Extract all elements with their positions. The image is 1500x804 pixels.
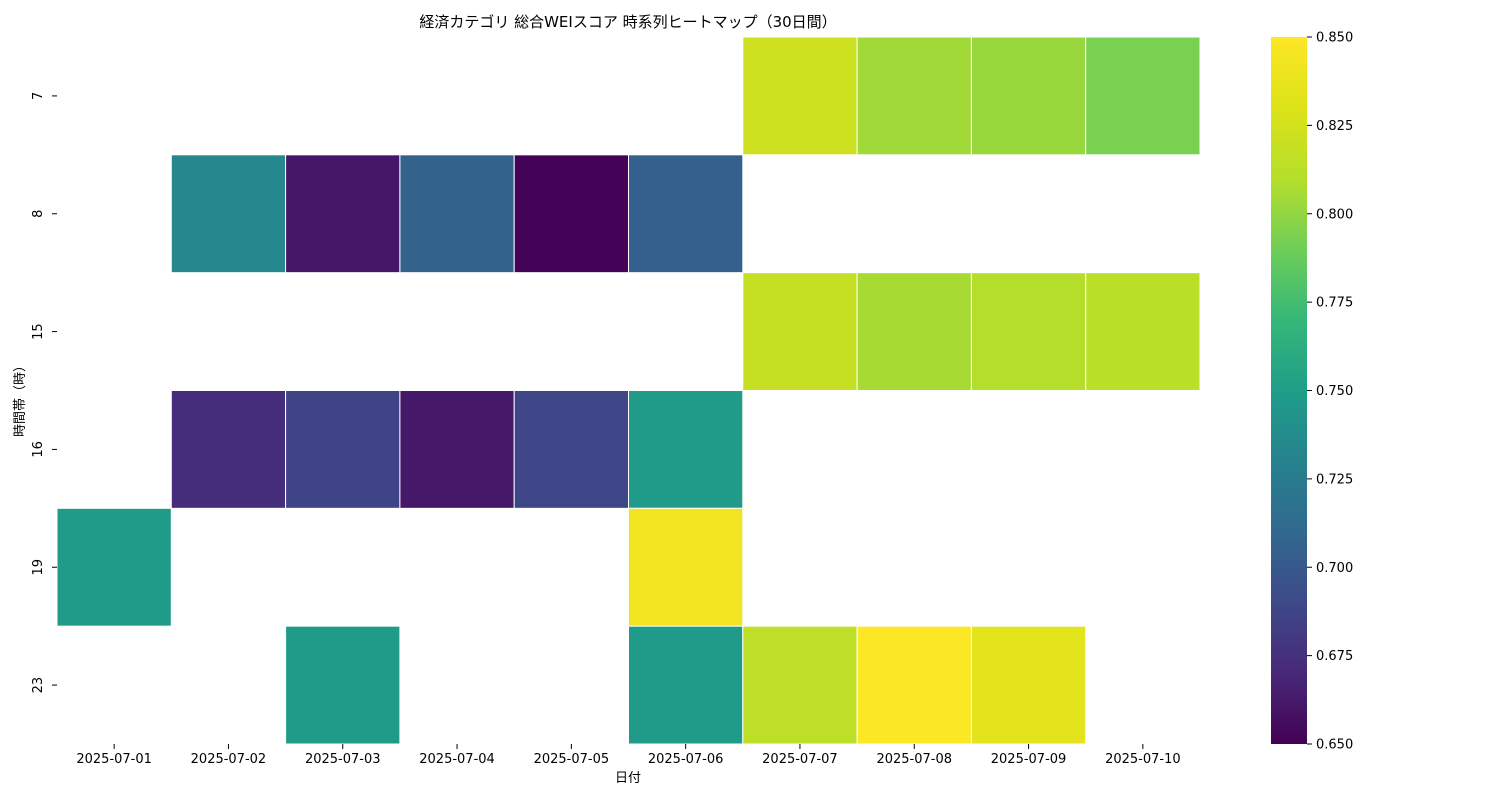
colorbar-tick-label: 0.650 <box>1316 738 1353 753</box>
heatmap-cell <box>856 36 972 156</box>
heatmap-cell <box>399 154 515 274</box>
y-tick-label: 15 <box>31 323 46 340</box>
heatmap-cell <box>285 625 401 745</box>
heatmap-cell <box>285 390 401 509</box>
x-tick-label: 2025-07-02 <box>191 752 267 767</box>
colorbar-tick-label: 0.800 <box>1316 207 1353 222</box>
heatmap-cell <box>628 625 744 745</box>
x-tick-label: 2025-07-06 <box>648 752 724 767</box>
heatmap-cell <box>285 154 401 274</box>
colorbar-tick-label: 0.725 <box>1316 472 1353 487</box>
heatmap-cells <box>56 36 1201 745</box>
y-tick-label: 16 <box>31 441 46 458</box>
y-tick-label: 7 <box>31 92 46 100</box>
heatmap-cell <box>628 390 744 509</box>
colorbar-tick-label: 0.675 <box>1316 649 1353 664</box>
y-tick-label: 19 <box>31 559 46 576</box>
y-axis-label: 時間帯（時） <box>13 359 28 437</box>
heatmap-cell <box>856 272 972 392</box>
heatmap-cell <box>1085 36 1201 156</box>
y-tick-label: 8 <box>31 210 46 218</box>
heatmap-cell <box>1085 272 1201 392</box>
heatmap-cell <box>856 625 972 745</box>
heatmap-cell <box>970 36 1087 156</box>
colorbar-tick-label: 0.850 <box>1316 31 1353 46</box>
colorbar-tick-label: 0.750 <box>1316 384 1353 399</box>
heatmap-cell <box>742 36 858 156</box>
y-axis: 7 8 15 16 19 23 <box>31 92 57 694</box>
x-tick-label: 2025-07-05 <box>534 752 610 767</box>
heatmap-cell <box>399 390 515 509</box>
heatmap-cell <box>628 507 744 627</box>
x-tick-label: 2025-07-10 <box>1105 752 1181 767</box>
heatmap-cell <box>56 507 172 627</box>
colorbar <box>1271 37 1307 744</box>
x-tick-label: 2025-07-08 <box>876 752 952 767</box>
heatmap-cell <box>513 390 630 509</box>
heatmap-cell <box>513 154 630 274</box>
x-tick-label: 2025-07-01 <box>76 752 152 767</box>
x-tick-label: 2025-07-04 <box>419 752 495 767</box>
heatmap-cell <box>170 154 287 274</box>
heatmap-cell <box>742 625 858 745</box>
heatmap-cell <box>970 625 1087 745</box>
colorbar-tick-label: 0.825 <box>1316 119 1353 134</box>
heatmap-cell <box>628 154 744 274</box>
heatmap-cell <box>170 390 287 509</box>
heatmap-cell <box>742 272 858 392</box>
y-tick-label: 23 <box>31 677 46 694</box>
colorbar-tick-label: 0.775 <box>1316 296 1353 311</box>
x-tick-label: 2025-07-09 <box>991 752 1067 767</box>
x-axis-label: 日付 <box>615 771 641 786</box>
x-tick-label: 2025-07-07 <box>762 752 838 767</box>
colorbar-tick-label: 0.700 <box>1316 561 1353 576</box>
colorbar-axis: 0.650 0.675 0.700 0.725 0.750 0.775 0.800 0.825… <box>1307 31 1353 753</box>
chart-title: 経済カテゴリ 総合WEIスコア 時系列ヒートマップ（30日間） <box>419 13 836 31</box>
heatmap-cell <box>970 272 1087 392</box>
x-tick-label: 2025-07-03 <box>305 752 381 767</box>
x-axis: 2025-07-01 2025-07-02 2025-07-03 2025-07-04… <box>76 744 1181 767</box>
